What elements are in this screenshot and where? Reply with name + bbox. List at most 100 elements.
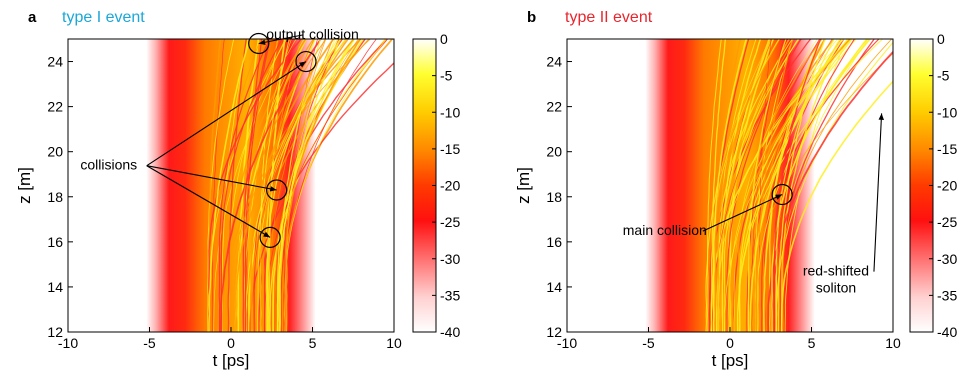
soliton-trajectory — [266, 39, 342, 332]
soliton-trajectory — [220, 39, 283, 332]
soliton-trajectory — [250, 39, 335, 332]
soliton-trajectory — [269, 39, 387, 332]
y-tick-label: 12 — [47, 324, 63, 340]
heatmap-area — [68, 39, 394, 332]
soliton-trajectory — [706, 39, 722, 332]
collision-marker — [248, 32, 270, 55]
colorbar-tick-label: -25 — [440, 214, 460, 230]
y-axis-label: z [m] — [15, 167, 34, 204]
x-tick-label: 0 — [227, 335, 235, 351]
colorbar-tick-label: 0 — [440, 31, 448, 47]
soliton-trajectory — [284, 39, 362, 332]
soliton-trajectory — [780, 39, 843, 332]
annotation-arrowhead — [263, 231, 271, 238]
x-tick-label: -10 — [557, 335, 577, 351]
soliton-trajectory — [724, 39, 852, 332]
soliton-trajectory — [782, 39, 893, 332]
x-tick-label: 0 — [726, 335, 734, 351]
soliton-trajectory — [773, 39, 822, 332]
colorbar-tick-label: -35 — [440, 287, 460, 303]
soliton-trajectory — [731, 39, 835, 332]
soliton-trajectory — [238, 39, 280, 332]
soliton-trajectory — [767, 50, 893, 332]
annotation-line: red-shifted — [803, 263, 869, 279]
soliton-trajectory — [208, 39, 303, 332]
soliton-trajectory — [218, 39, 271, 332]
soliton-trajectory — [229, 39, 371, 332]
y-tick-label: 14 — [47, 279, 63, 295]
y-tick-label: 22 — [546, 99, 562, 115]
soliton-trajectory — [749, 39, 842, 332]
soliton-trajectory — [243, 39, 292, 332]
y-tick-label: 14 — [546, 279, 562, 295]
y-tick-label: 24 — [47, 54, 63, 70]
soliton-trajectory — [251, 39, 370, 332]
collision-marker — [259, 226, 281, 248]
colorbar-tick-label: -30 — [937, 251, 957, 267]
panel-a: -10 -5 0 5 10 12 14 16 18 20 22 24 t [ps] z [m] a type … — [15, 9, 460, 370]
x-tick-label: -5 — [143, 335, 156, 351]
soliton-trajectory — [710, 39, 726, 332]
x-axis-label: t [ps] — [712, 351, 749, 370]
colorbar-tick-label: -15 — [440, 141, 460, 157]
soliton-trajectory — [717, 39, 781, 332]
soliton-trajectory — [710, 39, 852, 332]
soliton-trajectory — [223, 39, 362, 332]
panel-title: type II event — [565, 9, 653, 26]
colorbar-tick-label: -40 — [440, 324, 460, 340]
annotation-arrow — [146, 165, 277, 191]
y-tick-label: 16 — [546, 234, 562, 250]
soliton-trajectory — [276, 39, 354, 332]
y-tick-label: 18 — [47, 189, 63, 205]
colorbar-tick-label: -10 — [440, 104, 460, 120]
soliton-trajectory — [259, 39, 315, 332]
soliton-trajectory — [278, 39, 356, 332]
soliton-trajectory — [756, 39, 869, 332]
soliton-trajectory — [219, 39, 322, 332]
x-tick-label: -5 — [642, 335, 655, 351]
y-tick-label: 20 — [546, 144, 562, 160]
y-tick-label: 18 — [546, 189, 562, 205]
soliton-trajectory — [747, 39, 787, 332]
colorbar-tick-label: -35 — [937, 287, 957, 303]
soliton-trajectory — [739, 39, 849, 332]
soliton-trajectory — [756, 39, 794, 332]
panel-label: a — [28, 9, 37, 26]
colorbar-tick-label: -30 — [440, 251, 460, 267]
colorbar-tick-label: -15 — [937, 141, 957, 157]
colorbar-tick-label: -10 — [937, 104, 957, 120]
annotation-line: main collision — [623, 222, 707, 238]
y-tick-label: 20 — [47, 144, 63, 160]
annotation-label: main collision — [623, 222, 707, 238]
annotation-arrowhead — [775, 194, 783, 200]
y-tick-label: 16 — [47, 234, 63, 250]
soliton-trajectory — [283, 39, 340, 332]
soliton-trajectory — [244, 39, 271, 332]
annotation-arrow — [146, 165, 271, 238]
soliton-trajectory — [257, 39, 290, 332]
colorbar-tick-label: -5 — [937, 68, 950, 84]
soliton-trajectory — [780, 80, 893, 332]
panel-label: b — [527, 9, 536, 26]
colorbar-tick-label: -40 — [937, 324, 957, 340]
panel-b: -10 -5 0 5 10 12 14 16 18 20 22 24 t [ps] z [m] b type … — [514, 9, 957, 370]
soliton-trajectory — [777, 39, 826, 332]
annotation-label: collisions — [80, 157, 137, 173]
panel-title: type I event — [62, 9, 145, 26]
colorbar-tick-label: -5 — [440, 68, 453, 84]
annotation-line: soliton — [816, 280, 856, 296]
y-tick-label: 24 — [546, 54, 562, 70]
collision-marker — [295, 50, 317, 73]
annotation-label: red-shifted soliton — [803, 263, 869, 296]
x-tick-label: 10 — [386, 335, 402, 351]
x-axis-label: t [ps] — [213, 351, 250, 370]
collision-marker — [771, 183, 793, 206]
x-tick-label: 10 — [885, 335, 901, 351]
soliton-trajectory — [249, 62, 394, 332]
soliton-trajectory — [733, 39, 818, 332]
annotation-arrowhead — [258, 39, 266, 45]
annotation-arrow — [258, 34, 303, 45]
colorbar-tick-label: -20 — [440, 178, 460, 194]
annotation-arrowhead — [269, 186, 277, 192]
